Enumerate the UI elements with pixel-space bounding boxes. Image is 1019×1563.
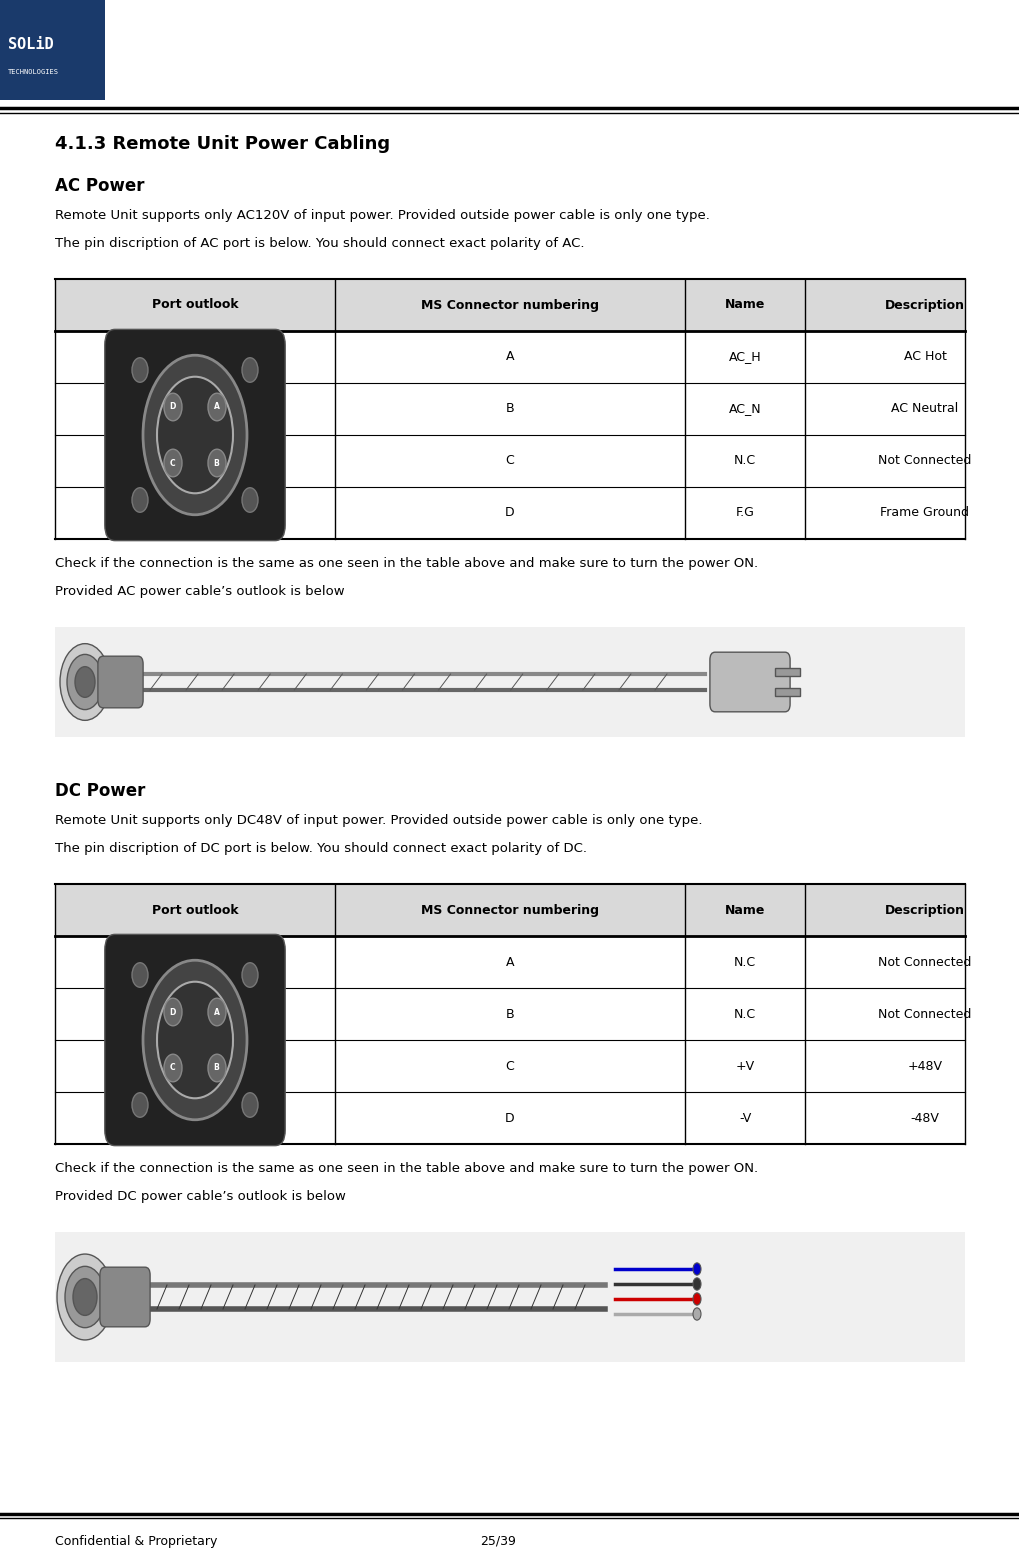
Text: TECHNOLOGIES: TECHNOLOGIES bbox=[8, 69, 59, 75]
Circle shape bbox=[164, 1053, 182, 1082]
Text: AC_H: AC_H bbox=[729, 350, 761, 364]
Circle shape bbox=[693, 1263, 701, 1275]
Text: N.C: N.C bbox=[734, 455, 756, 467]
Circle shape bbox=[208, 999, 226, 1025]
Circle shape bbox=[157, 377, 233, 494]
Text: A: A bbox=[505, 955, 515, 969]
Text: C: C bbox=[170, 458, 175, 467]
Text: Remote Unit supports only AC120V of input power. Provided outside power cable is: Remote Unit supports only AC120V of inpu… bbox=[55, 209, 710, 222]
Text: B: B bbox=[505, 1008, 515, 1021]
Circle shape bbox=[242, 358, 258, 383]
Circle shape bbox=[73, 1279, 97, 1316]
Text: D: D bbox=[169, 1008, 175, 1016]
Circle shape bbox=[242, 1093, 258, 1118]
FancyBboxPatch shape bbox=[0, 0, 105, 100]
Text: MS Connector numbering: MS Connector numbering bbox=[421, 903, 599, 916]
Text: A: A bbox=[214, 403, 219, 411]
Circle shape bbox=[693, 1308, 701, 1321]
Circle shape bbox=[164, 449, 182, 477]
Circle shape bbox=[242, 488, 258, 513]
Circle shape bbox=[75, 667, 95, 697]
Text: Port outlook: Port outlook bbox=[152, 903, 238, 916]
Bar bbox=[775, 667, 800, 677]
Text: Confidential & Proprietary: Confidential & Proprietary bbox=[55, 1535, 217, 1547]
Text: A: A bbox=[214, 1008, 219, 1016]
FancyBboxPatch shape bbox=[105, 935, 285, 1146]
Text: Description: Description bbox=[884, 903, 965, 916]
Text: Check if the connection is the same as one seen in the table above and make sure: Check if the connection is the same as o… bbox=[55, 556, 758, 570]
Text: Not Connected: Not Connected bbox=[878, 455, 972, 467]
Text: Not Connected: Not Connected bbox=[878, 955, 972, 969]
Text: +V: +V bbox=[736, 1060, 754, 1072]
Circle shape bbox=[57, 1254, 113, 1339]
FancyBboxPatch shape bbox=[98, 656, 143, 708]
Circle shape bbox=[208, 394, 226, 420]
Text: Provided DC power cable’s outlook is below: Provided DC power cable’s outlook is bel… bbox=[55, 1189, 345, 1204]
Text: AC_N: AC_N bbox=[729, 403, 761, 416]
Circle shape bbox=[157, 982, 233, 1099]
FancyBboxPatch shape bbox=[105, 330, 285, 541]
Circle shape bbox=[132, 1093, 148, 1118]
Text: N.C: N.C bbox=[734, 955, 756, 969]
Text: B: B bbox=[214, 1063, 219, 1072]
Bar bbox=[55, 627, 965, 738]
Text: Name: Name bbox=[725, 299, 765, 311]
Text: -V: -V bbox=[739, 1111, 751, 1124]
Text: D: D bbox=[169, 403, 175, 411]
Text: AC Power: AC Power bbox=[55, 177, 145, 195]
Text: B: B bbox=[505, 403, 515, 416]
Circle shape bbox=[164, 999, 182, 1025]
Text: Frame Ground: Frame Ground bbox=[880, 506, 969, 519]
Text: AC Hot: AC Hot bbox=[904, 350, 947, 364]
Text: MS Connector numbering: MS Connector numbering bbox=[421, 299, 599, 311]
Circle shape bbox=[208, 1053, 226, 1082]
Text: C: C bbox=[505, 455, 515, 467]
Bar bbox=[55, 885, 965, 936]
Text: B: B bbox=[214, 458, 219, 467]
FancyBboxPatch shape bbox=[710, 652, 790, 711]
Bar bbox=[55, 280, 965, 331]
Circle shape bbox=[693, 1279, 701, 1289]
Text: Name: Name bbox=[725, 903, 765, 916]
FancyBboxPatch shape bbox=[100, 1268, 150, 1327]
Text: C: C bbox=[170, 1063, 175, 1072]
Circle shape bbox=[65, 1266, 105, 1327]
Circle shape bbox=[67, 655, 103, 710]
Text: The pin discription of AC port is below. You should connect exact polarity of AC: The pin discription of AC port is below.… bbox=[55, 238, 585, 250]
Text: D: D bbox=[505, 1111, 515, 1124]
Text: The pin discription of DC port is below. You should connect exact polarity of DC: The pin discription of DC port is below.… bbox=[55, 842, 587, 855]
Text: SOLiD: SOLiD bbox=[8, 38, 54, 53]
Text: 4.1.3 Remote Unit Power Cabling: 4.1.3 Remote Unit Power Cabling bbox=[55, 134, 390, 153]
Circle shape bbox=[132, 963, 148, 988]
Circle shape bbox=[164, 394, 182, 420]
Text: +48V: +48V bbox=[908, 1060, 943, 1072]
Circle shape bbox=[143, 960, 247, 1119]
Text: C: C bbox=[505, 1060, 515, 1072]
Circle shape bbox=[693, 1293, 701, 1305]
Circle shape bbox=[132, 358, 148, 383]
Circle shape bbox=[208, 449, 226, 477]
Text: -48V: -48V bbox=[911, 1111, 940, 1124]
Text: AC Neutral: AC Neutral bbox=[892, 403, 959, 416]
Bar bbox=[55, 331, 335, 539]
Text: F.G: F.G bbox=[736, 506, 754, 519]
Bar bbox=[775, 688, 800, 696]
Circle shape bbox=[143, 355, 247, 514]
Text: Check if the connection is the same as one seen in the table above and make sure: Check if the connection is the same as o… bbox=[55, 1161, 758, 1175]
Text: 25/39: 25/39 bbox=[480, 1535, 516, 1547]
Text: DC Power: DC Power bbox=[55, 782, 146, 800]
Circle shape bbox=[242, 963, 258, 988]
Text: D: D bbox=[505, 506, 515, 519]
Text: N.C: N.C bbox=[734, 1008, 756, 1021]
Text: Remote Unit supports only DC48V of input power. Provided outside power cable is : Remote Unit supports only DC48V of input… bbox=[55, 814, 702, 827]
Text: A: A bbox=[505, 350, 515, 364]
Text: Provided AC power cable’s outlook is below: Provided AC power cable’s outlook is bel… bbox=[55, 585, 344, 599]
Text: Not Connected: Not Connected bbox=[878, 1008, 972, 1021]
Bar bbox=[55, 1232, 965, 1361]
Text: Description: Description bbox=[884, 299, 965, 311]
Text: Port outlook: Port outlook bbox=[152, 299, 238, 311]
Circle shape bbox=[132, 488, 148, 513]
Circle shape bbox=[60, 644, 110, 721]
